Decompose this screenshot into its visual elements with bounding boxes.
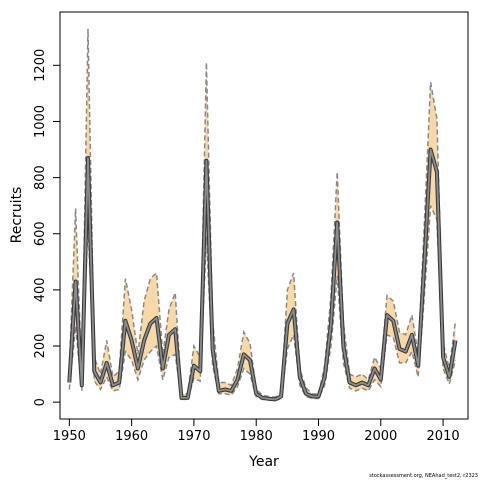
x-axis-title: Year [248, 454, 279, 470]
y-tick-label: 800 [33, 165, 48, 190]
y-tick-label: 600 [33, 221, 48, 246]
x-tick-label: 1970 [177, 429, 210, 444]
x-tick-label: 1990 [302, 429, 335, 444]
x-tick-label: 1950 [53, 429, 86, 444]
y-tick-label: 0 [33, 398, 48, 406]
x-tick-label: 2010 [427, 429, 460, 444]
y-tick-label: 400 [33, 277, 48, 302]
estimate-line [68, 148, 457, 401]
x-tick-label: 1980 [240, 429, 273, 444]
y-axis-title: Recruits [9, 187, 25, 244]
upper-bound-line [68, 28, 457, 398]
footnote: stockassessment.org, NEAhad_test2, r2323 [369, 473, 478, 479]
x-axis: 1950 1960 1970 1980 1990 2000 2010 [53, 418, 460, 444]
y-tick-label: 1200 [33, 49, 48, 82]
x-tick-label: 1960 [115, 429, 148, 444]
y-tick-label: 1000 [33, 105, 48, 138]
x-tick-label: 2000 [364, 429, 397, 444]
estimate-line-layer [67, 147, 458, 402]
y-tick-label: 200 [33, 334, 48, 359]
y-axis: 0 200 400 600 800 1000 1200 [33, 49, 61, 406]
